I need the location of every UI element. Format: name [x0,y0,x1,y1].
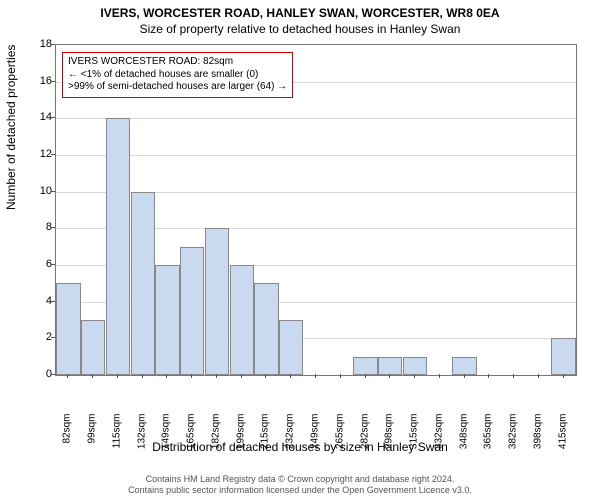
gridline [56,118,576,119]
x-tick-label: 215sqm [260,414,271,474]
y-tick-mark [51,44,55,45]
histogram-bar [56,283,80,375]
x-tick-mark [241,374,242,378]
y-axis-label: Number of detached properties [4,45,18,210]
x-tick-label: 398sqm [532,414,543,474]
y-tick-label: 4 [22,295,52,307]
x-tick-mark [67,374,68,378]
x-tick-label: 199sqm [235,414,246,474]
x-tick-label: 165sqm [186,414,197,474]
x-tick-label: 365sqm [483,414,494,474]
x-tick-mark [439,374,440,378]
footer-attribution: Contains HM Land Registry data © Crown c… [0,474,600,497]
x-tick-label: 265sqm [334,414,345,474]
x-tick-label: 232sqm [285,414,296,474]
x-tick-mark [166,374,167,378]
x-tick-label: 249sqm [310,414,321,474]
footer-line1: Contains HM Land Registry data © Crown c… [0,474,600,485]
histogram-bar [180,247,204,375]
y-tick-label: 8 [22,221,52,233]
x-tick-label: 315sqm [409,414,420,474]
chart-container: IVERS, WORCESTER ROAD, HANLEY SWAN, WORC… [0,0,600,500]
y-tick-label: 2 [22,331,52,343]
annotation-callout: IVERS WORCESTER ROAD: 82sqm← <1% of deta… [62,52,293,98]
x-tick-mark [488,374,489,378]
histogram-bar [155,265,179,375]
x-tick-label: 115sqm [111,414,122,474]
x-tick-mark [92,374,93,378]
x-tick-mark [389,374,390,378]
histogram-bar [353,357,377,375]
y-tick-label: 10 [22,185,52,197]
x-tick-mark [340,374,341,378]
y-tick-mark [51,374,55,375]
x-tick-label: 149sqm [161,414,172,474]
x-tick-mark [117,374,118,378]
x-tick-mark [290,374,291,378]
x-tick-label: 348sqm [458,414,469,474]
x-tick-mark [142,374,143,378]
x-tick-label: 415sqm [557,414,568,474]
x-tick-mark [365,374,366,378]
x-tick-label: 99sqm [87,414,98,474]
histogram-bar [403,357,427,375]
histogram-bar [378,357,402,375]
x-tick-mark [216,374,217,378]
x-tick-label: 332sqm [433,414,444,474]
y-tick-mark [51,154,55,155]
x-tick-label: 382sqm [508,414,519,474]
x-tick-mark [191,374,192,378]
histogram-bar [106,118,130,375]
y-tick-label: 6 [22,258,52,270]
x-tick-mark [538,374,539,378]
x-tick-mark [563,374,564,378]
y-tick-mark [51,301,55,302]
x-tick-mark [513,374,514,378]
gridline [56,155,576,156]
x-tick-label: 182sqm [210,414,221,474]
x-tick-label: 298sqm [384,414,395,474]
annotation-line: IVERS WORCESTER ROAD: 82sqm [68,56,287,69]
annotation-line: ← <1% of detached houses are smaller (0) [68,69,287,82]
y-tick-label: 12 [22,148,52,160]
histogram-bar [254,283,278,375]
y-tick-label: 0 [22,368,52,380]
y-tick-mark [51,264,55,265]
histogram-bar [452,357,476,375]
histogram-bar [230,265,254,375]
footer-line2: Contains public sector information licen… [0,485,600,496]
y-tick-mark [51,81,55,82]
histogram-bar [81,320,105,375]
x-tick-label: 132sqm [136,414,147,474]
histogram-bar [279,320,303,375]
x-tick-mark [315,374,316,378]
histogram-bar [131,192,155,375]
y-tick-mark [51,117,55,118]
x-tick-mark [464,374,465,378]
chart-subtitle: Size of property relative to detached ho… [0,20,600,36]
histogram-bar [551,338,575,375]
x-tick-label: 282sqm [359,414,370,474]
y-tick-mark [51,337,55,338]
histogram-bar [205,228,229,375]
x-tick-mark [265,374,266,378]
y-tick-mark [51,227,55,228]
x-tick-label: 82sqm [62,414,73,474]
chart-title-address: IVERS, WORCESTER ROAD, HANLEY SWAN, WORC… [0,0,600,20]
x-tick-mark [414,374,415,378]
y-tick-mark [51,191,55,192]
y-tick-label: 18 [22,38,52,50]
y-tick-label: 14 [22,111,52,123]
y-tick-label: 16 [22,75,52,87]
annotation-line: >99% of semi-detached houses are larger … [68,81,287,94]
